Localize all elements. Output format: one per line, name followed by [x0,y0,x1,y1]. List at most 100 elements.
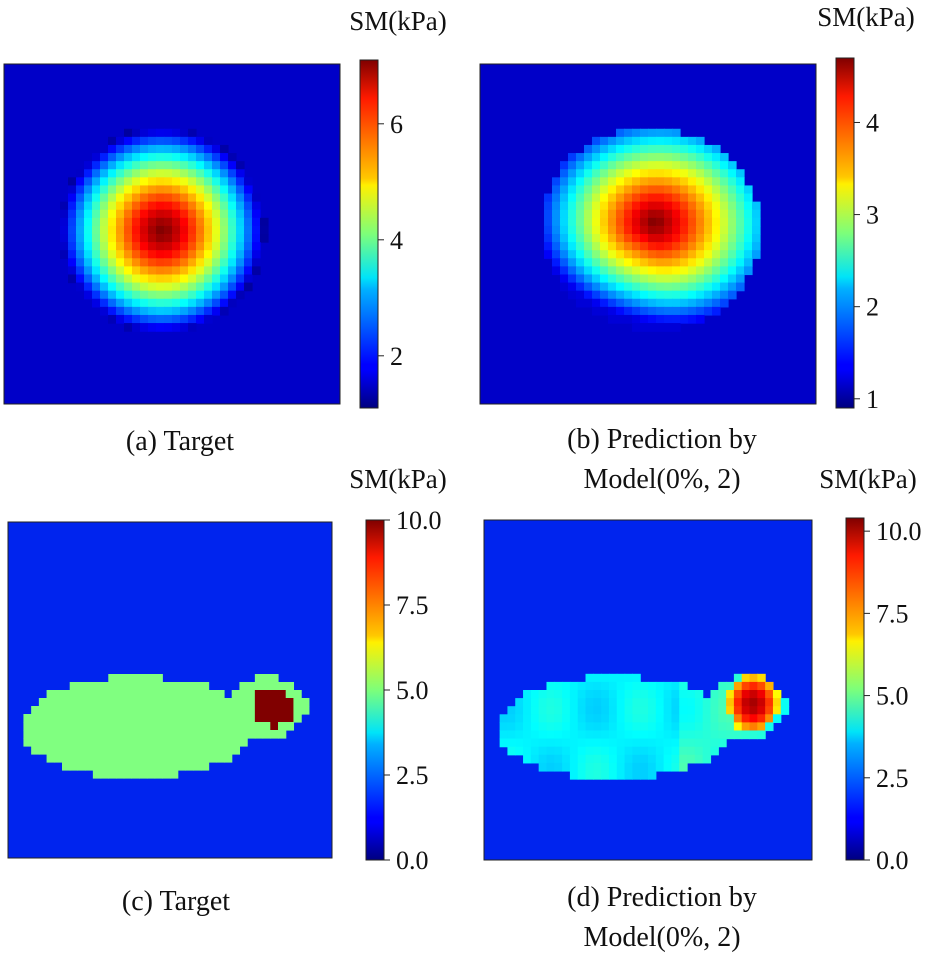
heatmap-cell [84,266,93,276]
heatmap-cell [92,690,102,699]
heatmap-cell [616,217,625,227]
heatmap-cell [546,738,555,748]
heatmap-cell [139,722,148,731]
heatmap-cell [244,242,253,251]
heatmap-cell [236,217,245,227]
heatmap-cell [560,193,569,203]
heatmap-cell [188,136,197,146]
heatmap-cell [108,169,117,178]
heatmap-cell [679,722,688,732]
heatmap-cell [220,274,229,284]
heatmap-cell [608,161,617,170]
heatmap-cell [172,250,181,259]
heatmap-cell [600,306,609,316]
heatmap-cell [220,144,229,154]
heatmap-cell [108,746,117,755]
heatmap-cell [687,714,696,723]
heatmap-cell [696,306,705,316]
heatmap-cell [212,290,221,300]
heatmap-cell [584,258,593,267]
heatmap-cell [584,242,593,251]
heatmap-cell [92,754,102,763]
heatmap-cell [84,225,93,235]
heatmap-cell [84,185,93,195]
heatmap-cell [132,193,141,203]
heatmap-cell [560,185,569,195]
heatmap-cell [262,722,271,731]
heatmap-cell [156,298,165,308]
heatmap-cell [616,209,625,219]
heatmap-cell [576,290,585,300]
heatmap-cell [146,738,156,747]
heatmap-cell [196,234,205,243]
heatmap-cell [640,298,649,308]
heatmap-cell [220,258,229,267]
heatmap-cell [116,290,125,300]
heatmap-cell [177,698,187,707]
heatmap-cell [278,706,287,715]
heatmap-cell [688,169,697,178]
heatmap-cell [576,161,585,170]
heatmap-cell [124,201,133,211]
heatmap-cell [648,754,657,764]
heatmap-cell [108,225,117,235]
heatmap-cell [172,323,181,332]
heatmap-cell [170,762,179,771]
heatmap-cell [608,681,618,691]
heatmap-cell [123,690,133,699]
heatmap-cell [123,770,133,779]
heatmap-cell [584,234,593,243]
heatmap-cell [62,730,71,739]
heatmap-cell [116,169,125,178]
heatmap-cell [172,185,181,195]
heatmap-cell [608,185,617,195]
heatmap-cell [247,698,256,707]
heatmap-cell [239,682,248,691]
heatmap-cell [220,225,229,235]
heatmap-cell [672,169,681,178]
heatmap-cell [132,169,141,178]
heatmap-cell [648,274,657,284]
heatmap-cell [592,185,601,195]
heatmap-cell [704,153,713,162]
heatmap-cell [140,153,149,162]
heatmap-cell [116,714,125,723]
heatmap-cell [592,274,601,284]
heatmap-cell [656,323,665,332]
heatmap-cell [116,738,125,747]
heatmap-cell [180,290,189,300]
heatmap-cell [640,128,649,138]
heatmap-cell [554,730,563,740]
heatmap-cell [228,153,237,162]
heatmap-cell [687,730,696,740]
heatmap-cell [710,690,719,699]
heatmap-cell [632,242,641,251]
heatmap-cell [196,161,205,170]
heatmap-cell [220,234,229,243]
heatmap-cell [236,193,245,203]
heatmap-cell [663,746,673,756]
heatmap-cell [718,681,727,691]
heatmap-cell [100,298,109,308]
heatmap-cell [208,754,217,763]
heatmap-cell [124,153,133,162]
heatmap-cell [132,314,141,324]
heatmap-cell [608,690,618,699]
heatmap-cell [244,282,253,292]
heatmap-cell [562,706,571,715]
heatmap-cell [301,698,310,707]
heatmap-cell [552,250,561,259]
heatmap-cell [592,250,601,259]
heatmap-cell [148,217,157,227]
heatmap-cell [247,714,256,723]
heatmap-cell [680,169,689,178]
heatmap-c [7,521,333,859]
heatmap-cell [116,209,125,219]
heatmap-cell [77,706,86,715]
heatmap-cell [640,266,649,276]
heatmap-cell [704,290,713,300]
heatmap-cell [712,144,721,154]
heatmap-cell [108,177,117,187]
heatmap-cell [577,698,587,707]
heatmap-cell [228,209,237,219]
